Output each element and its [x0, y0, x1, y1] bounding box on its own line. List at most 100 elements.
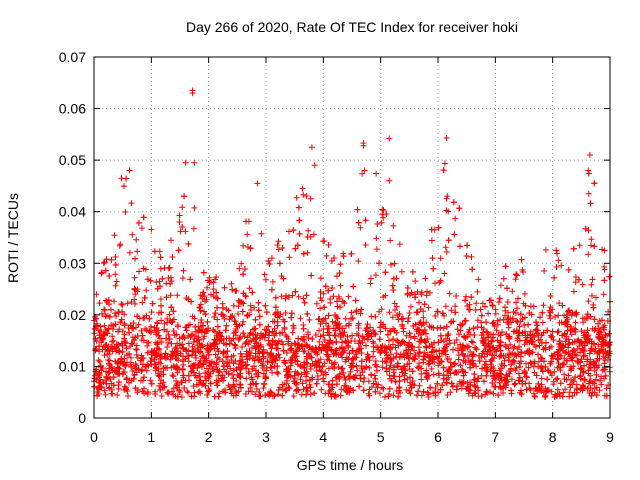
data-point: [403, 332, 410, 339]
data-point: [149, 300, 156, 307]
data-point: [392, 378, 399, 385]
data-point: [117, 359, 124, 366]
data-point: [147, 329, 154, 336]
data-point: [488, 338, 495, 345]
data-point: [473, 300, 480, 307]
data-point: [367, 280, 374, 287]
data-point: [391, 300, 398, 307]
data-point: [489, 379, 496, 386]
data-point: [471, 332, 478, 338]
data-point: [412, 294, 419, 301]
data-point: [305, 350, 312, 357]
data-point: [547, 332, 554, 339]
data-point: [138, 327, 145, 334]
data-point: [452, 309, 459, 316]
data-point: [418, 370, 425, 377]
data-point: [508, 319, 514, 326]
data-point: [108, 256, 115, 263]
data-point: [297, 362, 304, 369]
data-point: [476, 358, 483, 365]
data-point: [191, 204, 198, 211]
data-point: [458, 322, 465, 329]
data-point: [201, 354, 208, 361]
data-point: [144, 342, 151, 349]
data-point: [139, 388, 146, 395]
data-point: [262, 302, 269, 309]
data-point: [215, 348, 222, 355]
data-point: [256, 356, 263, 363]
data-point: [411, 333, 418, 340]
data-point: [582, 225, 589, 232]
data-point: [223, 322, 230, 329]
data-point: [538, 375, 545, 382]
data-point: [232, 342, 239, 349]
data-point: [428, 365, 435, 372]
data-point: [339, 339, 346, 346]
data-point: [219, 372, 226, 379]
data-point: [394, 363, 401, 370]
data-point: [566, 307, 572, 314]
data-point: [412, 278, 419, 285]
data-point: [247, 381, 254, 388]
data-point: [585, 251, 592, 258]
data-point: [513, 365, 520, 371]
data-point: [322, 346, 329, 353]
data-point: [595, 320, 601, 327]
data-point: [305, 227, 312, 234]
data-point: [276, 354, 283, 361]
data-point: [253, 340, 260, 347]
data-point: [532, 393, 538, 400]
data-point: [126, 350, 133, 357]
data-point: [255, 299, 262, 306]
data-point: [422, 275, 429, 282]
data-point: [293, 379, 300, 386]
data-point: [346, 320, 353, 327]
data-point: [342, 387, 349, 394]
data-point: [382, 358, 389, 365]
data-point: [567, 381, 574, 388]
data-point: [142, 325, 149, 332]
data-point: [376, 336, 383, 343]
data-point: [361, 167, 368, 174]
data-point: [296, 230, 303, 237]
data-point: [323, 252, 330, 259]
data-point: [268, 255, 275, 262]
data-point: [457, 362, 464, 369]
data-point: [165, 265, 172, 272]
data-point: [558, 262, 565, 269]
data-point: [221, 284, 228, 291]
data-point: [230, 375, 237, 382]
data-point: [300, 191, 307, 198]
data-point: [557, 367, 564, 374]
data-point: [248, 307, 254, 313]
data-point: [467, 364, 474, 371]
data-point: [464, 242, 471, 249]
data-point: [568, 331, 575, 338]
data-point: [317, 320, 324, 327]
data-point: [331, 393, 338, 400]
data-point: [448, 307, 455, 314]
data-point: [485, 340, 492, 347]
data-point: [509, 288, 516, 295]
data-point: [412, 351, 419, 358]
data-point: [494, 372, 501, 379]
data-point: [260, 370, 267, 377]
data-point: [328, 360, 335, 367]
data-point: [136, 268, 142, 275]
data-point: [151, 347, 157, 354]
data-point: [524, 374, 530, 381]
data-point: [200, 289, 207, 296]
data-point: [163, 335, 170, 342]
data-point: [390, 355, 397, 361]
data-point: [169, 372, 176, 379]
data-point: [565, 372, 572, 379]
data-point: [274, 242, 281, 249]
data-point: [109, 390, 116, 397]
data-point: [301, 337, 308, 343]
data-point: [274, 363, 281, 370]
data-point: [220, 348, 227, 355]
data-point: [557, 352, 563, 359]
data-point: [386, 337, 392, 344]
data-point: [167, 280, 174, 287]
